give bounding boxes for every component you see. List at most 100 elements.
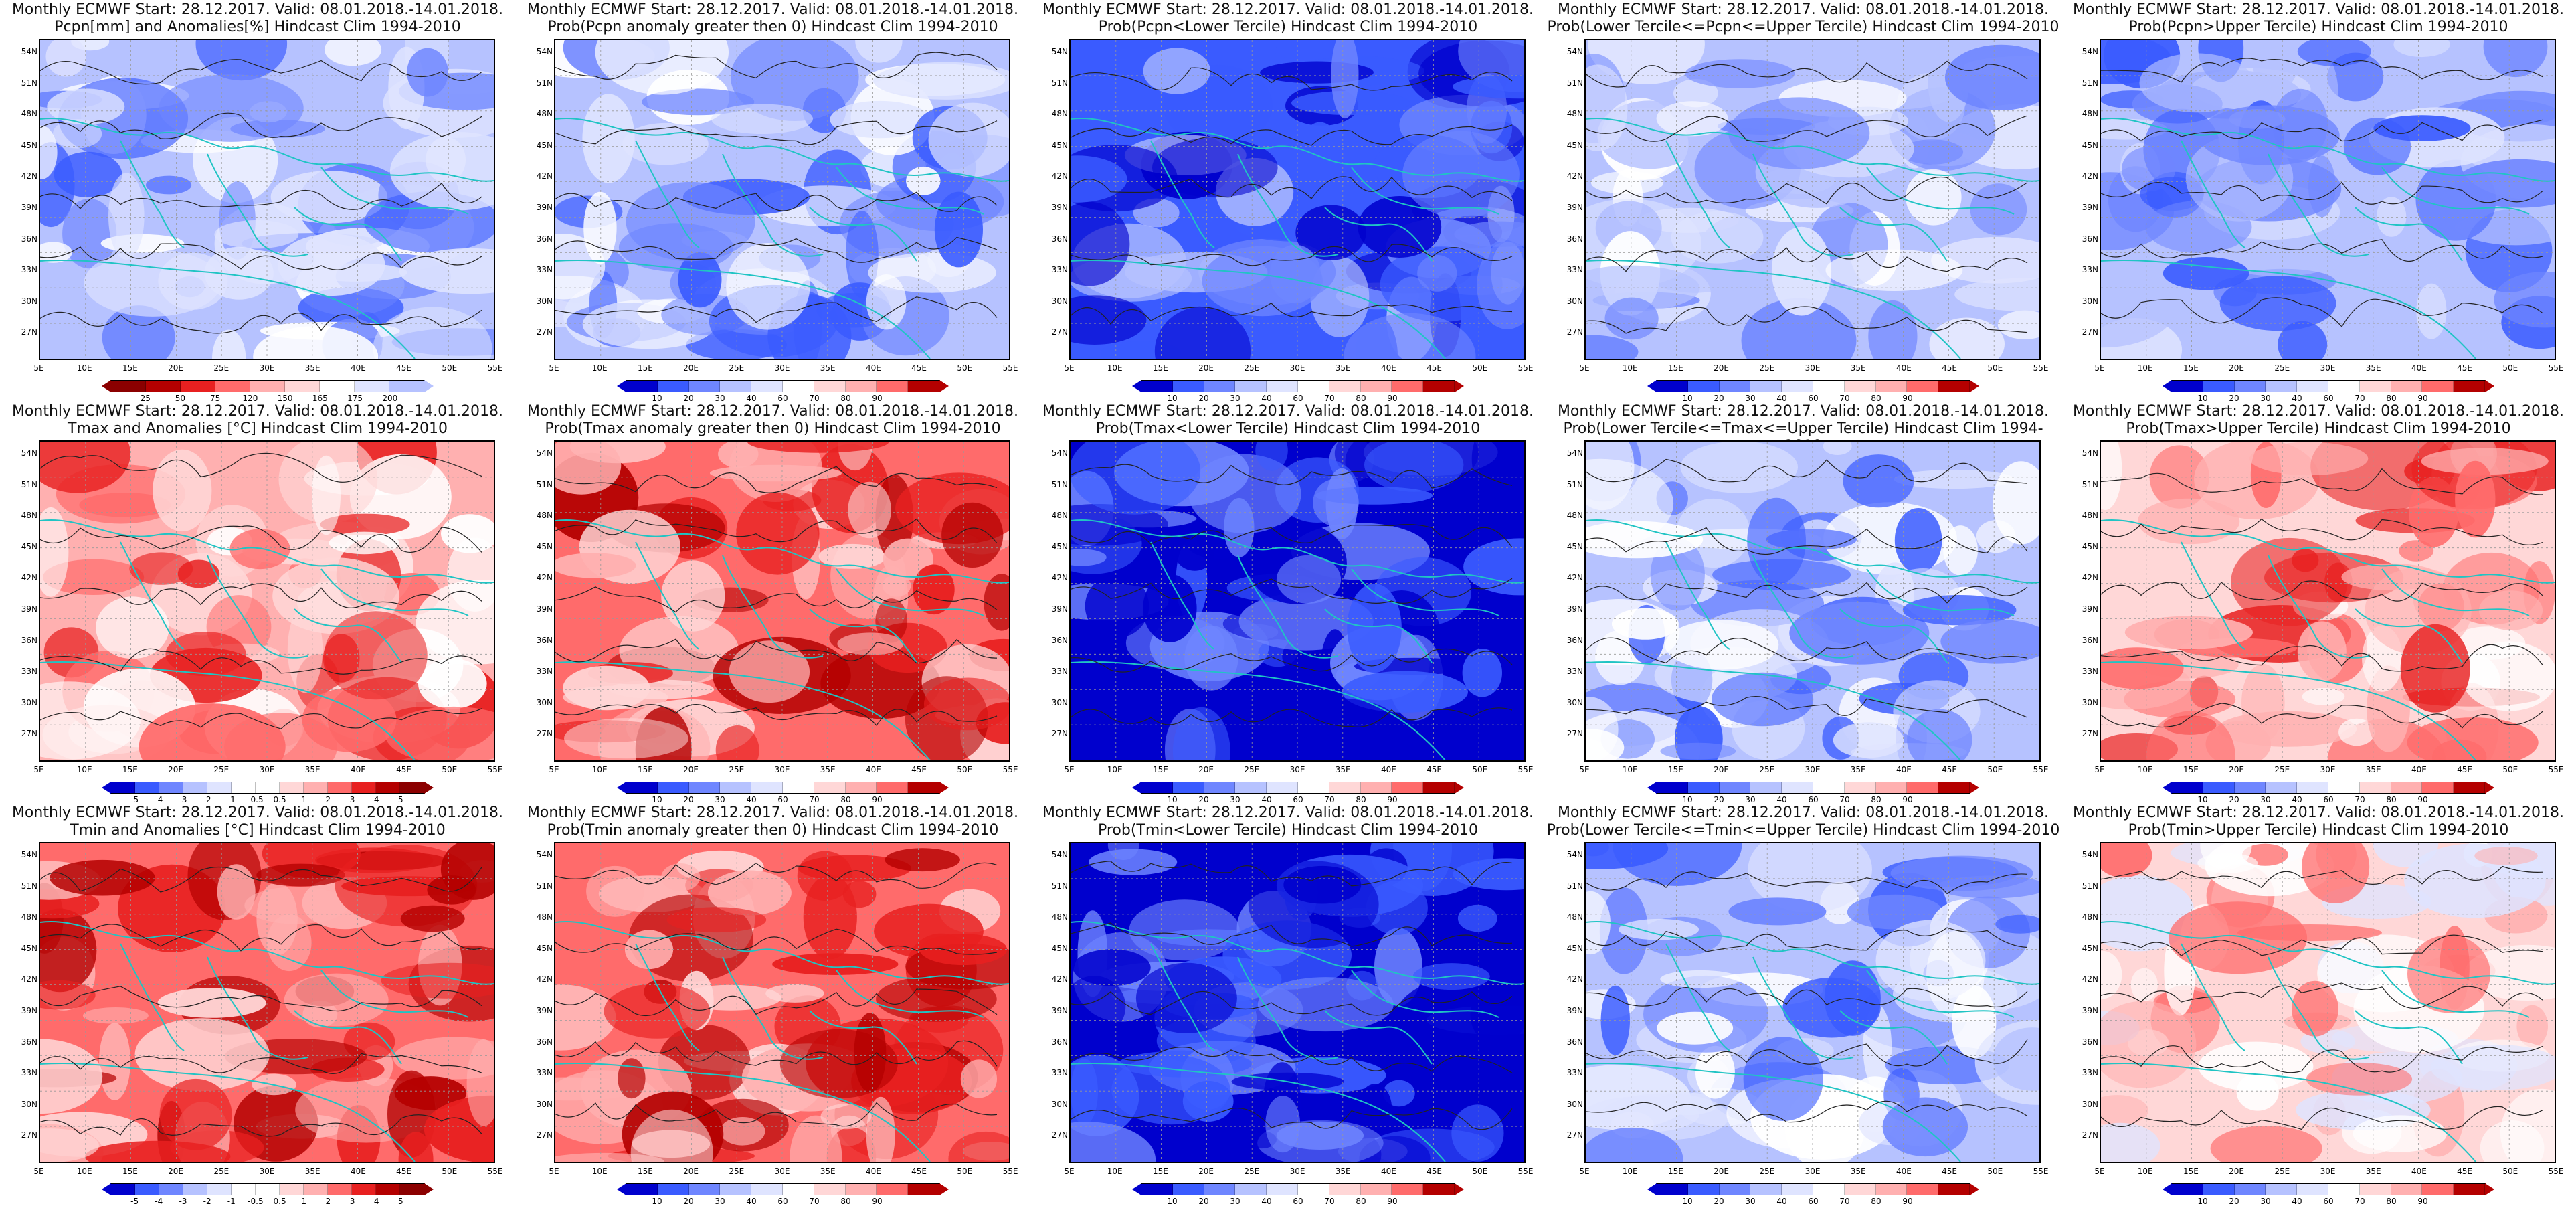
field-shade-patch: [934, 191, 983, 268]
latitude-label: 36N: [1566, 234, 1583, 244]
panel-title-line1: Monthly ECMWF Start: 28.12.2017. Valid: …: [527, 1, 1019, 18]
field-shade-patch: [43, 559, 145, 595]
coastline: [2381, 970, 2530, 1018]
latitude-label: 27N: [1566, 327, 1583, 337]
latitude-label: 30N: [2082, 697, 2098, 707]
field-shade-patch: [256, 863, 345, 887]
field-shade-patch: [2169, 901, 2308, 974]
field-shade-patch: [2149, 445, 2209, 509]
panel-title-line1: Monthly ECMWF Start: 28.12.2017. Valid: …: [2072, 804, 2565, 821]
field-shade-patch: [604, 983, 711, 1039]
colorbar-swatch: [720, 782, 752, 793]
colorbar-label: 10: [1167, 795, 1178, 804]
field-shade-patch: [158, 252, 228, 310]
field-shade-patch: [1313, 479, 1359, 527]
latitude-label: 39N: [2082, 203, 2098, 212]
coastline: [809, 1010, 917, 1065]
colorbar-swatch: [1297, 1184, 1329, 1195]
colorbar-low-arrow: [2163, 380, 2172, 392]
colorbar-swatch: [688, 1184, 721, 1195]
climatology-contour: [1586, 927, 2028, 952]
longitude-label: 50E: [442, 363, 458, 373]
field-shade-patch: [2124, 616, 2253, 649]
coastline: [120, 541, 185, 650]
field-shade-patch: [960, 1059, 997, 1098]
latitude-label: 54N: [536, 448, 553, 458]
panel-title-line2: Tmax and Anomalies [°C] Hindcast Clim 19…: [68, 420, 448, 437]
field-shade-patch: [866, 274, 907, 330]
longitude-label: 20E: [1198, 1167, 1214, 1176]
map-plot-area: [39, 440, 495, 762]
colorbar-label: 20: [2229, 1197, 2239, 1206]
field-shade-patch: [1619, 918, 1699, 940]
coastline: [294, 207, 402, 262]
climatology-contour: [2101, 982, 2543, 1009]
colorbar-swatch: [814, 381, 846, 392]
colorbar-label: 5: [398, 1197, 403, 1206]
field-shade-patch: [1342, 671, 1468, 713]
field-shade-patch: [661, 560, 725, 632]
field-shade-patch: [1107, 843, 1139, 861]
latitude-label: 48N: [536, 912, 553, 922]
coastline: [120, 943, 185, 1051]
colorbar-swatch: [376, 782, 400, 793]
panel-title: Monthly ECMWF Start: 28.12.2017. Valid: …: [2061, 803, 2576, 843]
field-shade-patch: [1660, 970, 1741, 988]
panel-title: Monthly ECMWF Start: 28.12.2017. Valid: …: [1546, 402, 2061, 454]
colorbar-swatch: [1657, 1184, 1688, 1195]
longitude-label: 20E: [683, 765, 699, 774]
climatology-contour: [2101, 119, 2543, 142]
coastline: [555, 661, 931, 760]
panel-title: Monthly ECMWF Start: 28.12.2017. Valid: …: [1030, 803, 1546, 843]
colorbar-label: 70: [1324, 394, 1335, 403]
longitude-label: 40E: [865, 1167, 881, 1176]
colorbar-label: 60: [1293, 795, 1303, 804]
colorbar-high-arrow: [1455, 380, 1464, 392]
colorbar-label: 70: [1839, 795, 1850, 804]
longitude-label: 15E: [637, 765, 653, 774]
coastline: [1071, 117, 1524, 182]
climatology-contour: [555, 862, 998, 889]
longitude-label: 25E: [213, 363, 229, 373]
colorbar-swatch: [285, 381, 320, 392]
latitude-label: 42N: [536, 171, 553, 181]
field-shade-patch: [389, 132, 494, 211]
field-shade-patch: [582, 94, 635, 183]
longitude-label: 30E: [2320, 363, 2336, 373]
colorbar-label: 5: [398, 795, 403, 804]
longitude-label: 55E: [487, 1167, 503, 1176]
climatology-contour: [555, 638, 998, 664]
colorbar-swatch: [626, 1184, 658, 1195]
field-shade-patch: [1247, 750, 1317, 760]
longitude-label: 25E: [1759, 1167, 1775, 1176]
field-shade-patch: [1995, 914, 2039, 934]
latitude-label: 36N: [2082, 1037, 2098, 1047]
latitude-label: 45N: [1051, 943, 1068, 953]
longitude-label: 55E: [1002, 363, 1018, 373]
latitude-label: 45N: [536, 943, 553, 953]
colorbar-high-arrow: [1455, 1183, 1464, 1195]
field-shade-patch: [1894, 469, 2015, 489]
colorbar-swatch: [2328, 1184, 2360, 1195]
field-shade-patch: [1366, 881, 1428, 935]
colorbar-label: 70: [1324, 795, 1335, 804]
climatology-contour: [1071, 990, 1513, 1016]
coastline: [1150, 140, 1215, 248]
longitude-label: 10E: [2137, 1167, 2153, 1176]
coastline: [294, 1010, 402, 1065]
colorbar: [1132, 782, 1464, 794]
latitude-label: 42N: [1051, 171, 1068, 181]
colorbar-swatch: [400, 1184, 424, 1195]
field-shade-patch: [1997, 310, 2039, 339]
climatology-contour: [1586, 458, 2028, 484]
latitude-label: 54N: [1051, 448, 1068, 458]
panel-title-line2: Prob(Tmax anomaly greater then 0) Hindca…: [545, 420, 1001, 437]
colorbar-swatch: [751, 782, 783, 793]
field-shade-patch: [1586, 64, 1628, 151]
field-shade-patch: [2455, 159, 2555, 208]
longitude-label: 50E: [1987, 363, 2003, 373]
panel-title-line1: Monthly ECMWF Start: 28.12.2017. Valid: …: [11, 1, 504, 18]
longitude-label: 20E: [1198, 363, 1214, 373]
longitude-label: 15E: [2183, 1167, 2199, 1176]
colorbar-label: 30: [1745, 1197, 1756, 1206]
